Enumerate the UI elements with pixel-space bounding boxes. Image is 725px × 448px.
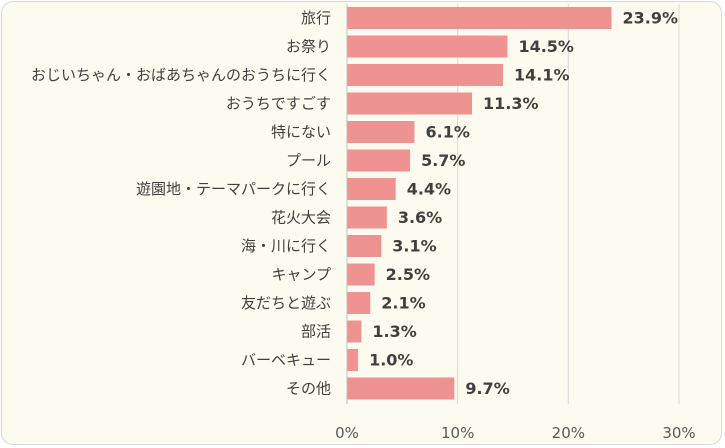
data-label: 23.9% <box>622 9 678 28</box>
data-label: 14.5% <box>518 37 574 56</box>
bar <box>347 377 455 400</box>
category-label: おじいちゃん・おばあちゃんのおうちに行く <box>31 66 331 84</box>
bar <box>347 235 382 257</box>
data-label: 4.4% <box>407 180 451 199</box>
x-tick-label: 0% <box>335 424 359 442</box>
x-tick-label: 10% <box>441 424 474 442</box>
data-label: 1.3% <box>372 322 416 341</box>
bar <box>347 149 411 172</box>
bar <box>347 64 504 86</box>
bar <box>347 35 508 58</box>
data-label: 11.3% <box>483 94 539 113</box>
data-label: 2.5% <box>386 265 430 284</box>
bar <box>347 7 612 29</box>
data-label: 9.7% <box>465 379 509 398</box>
data-label: 6.1% <box>426 123 470 142</box>
category-label: 部活 <box>301 323 331 341</box>
category-label: 友だちと遊ぶ <box>241 294 331 312</box>
category-label: お祭り <box>286 38 331 56</box>
category-label: 旅行 <box>301 9 331 27</box>
bar <box>347 121 415 143</box>
bar <box>347 178 396 200</box>
data-label: 2.1% <box>381 294 425 313</box>
category-label: 海・川に行く <box>241 237 331 255</box>
bar <box>347 206 387 229</box>
category-label: キャンプ <box>271 266 331 284</box>
category-label: バーベキュー <box>241 351 331 369</box>
data-label: 14.1% <box>514 66 570 85</box>
bar <box>347 292 371 314</box>
category-label: 特にない <box>271 123 331 141</box>
bar <box>347 92 473 115</box>
category-label: その他 <box>286 380 331 398</box>
bar <box>347 349 359 371</box>
bar <box>347 263 375 286</box>
category-label: おうちですごす <box>226 95 331 113</box>
bar <box>347 320 362 343</box>
x-tick-label: 30% <box>662 424 695 442</box>
category-label: プール <box>286 152 331 170</box>
category-label: 遊園地・テーマパークに行く <box>136 180 331 198</box>
data-label: 3.1% <box>392 237 436 256</box>
data-label: 1.0% <box>369 351 413 370</box>
category-label: 花火大会 <box>271 209 331 227</box>
data-label: 5.7% <box>421 151 465 170</box>
x-tick-label: 20% <box>552 424 585 442</box>
data-label: 3.6% <box>398 208 442 227</box>
